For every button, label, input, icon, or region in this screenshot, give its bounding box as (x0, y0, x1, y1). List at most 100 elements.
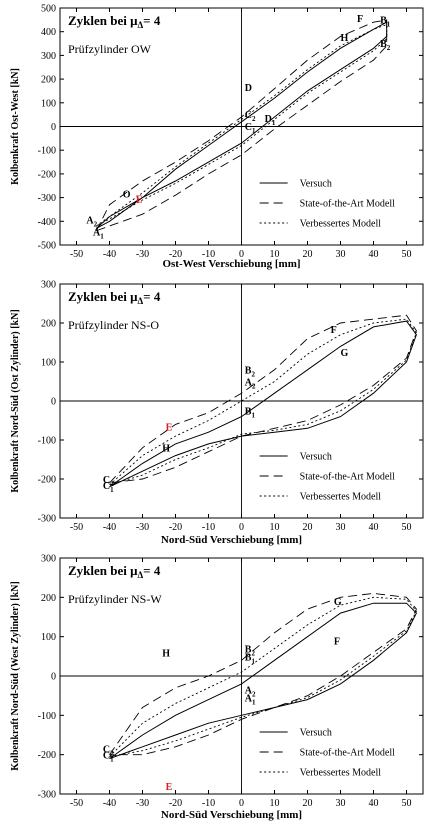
y-tick-label: 200 (41, 75, 56, 86)
point-label: B1 (380, 15, 391, 28)
series-line-versuch (109, 320, 417, 488)
y-tick-label: -200 (38, 750, 56, 761)
point-label: C1 (103, 751, 114, 764)
x-axis-label: Nord-Süd Verschiebung [mm] (161, 809, 302, 821)
x-tick-label: 30 (336, 249, 346, 260)
chart-panel-1: -50 -40 -30 -20 -10 0 10 20 30 40 50-500-400-300-2… (10, 4, 424, 270)
point-label-sub: 1 (251, 657, 255, 665)
point-label: H (341, 33, 349, 44)
legend-label: State-of-the-Art Modell (300, 199, 395, 210)
chart-panel-3: -50 -40 -30 -20 -10 0 10 20 30 40 50-300-200-10001… (10, 554, 424, 821)
x-tick-label: -40 (103, 798, 116, 809)
legend-label: Versuch (300, 452, 332, 463)
cycle-heading-value: = 4 (143, 289, 161, 304)
x-axis-label: Nord-Süd Verschiebung [mm] (161, 534, 302, 546)
legend-label: Verbessertes Modell (300, 492, 382, 503)
y-tick-label: -300 (38, 514, 56, 525)
point-label: H (162, 444, 170, 455)
y-tick-label: -100 (38, 436, 56, 447)
y-tick-label: 300 (41, 280, 56, 291)
x-tick-label: 40 (369, 522, 379, 533)
x-tick-label: -10 (202, 798, 215, 809)
cycle-heading-value: = 4 (143, 563, 161, 578)
legend-label: Versuch (300, 728, 332, 739)
point-label: G (334, 597, 342, 608)
x-tick-label: -20 (169, 798, 182, 809)
panel-title: Prüfzylinder NS-O (68, 318, 159, 332)
x-tick-label: -40 (103, 249, 116, 260)
x-tick-label: 50 (402, 249, 412, 260)
point-label: O (123, 190, 131, 201)
point-label: C2 (245, 110, 256, 123)
x-tick-label: -20 (169, 522, 182, 533)
point-label-sub: 2 (252, 382, 256, 390)
y-tick-label: 100 (41, 98, 56, 109)
cycle-heading: Zyklen bei μΔ= 4 (68, 289, 161, 306)
point-label: E (136, 194, 143, 205)
point-label-sub: 1 (252, 699, 256, 707)
point-label-sub: 2 (94, 221, 98, 229)
cycle-heading-sub: Δ (138, 296, 144, 306)
point-label: C1 (103, 481, 114, 494)
point-label: C2 (103, 475, 114, 488)
legend-label: State-of-the-Art Modell (300, 472, 395, 483)
point-label: D (245, 83, 252, 94)
point-label-sub: 1 (252, 127, 256, 135)
x-tick-label: 0 (239, 249, 244, 260)
x-tick-label: 10 (270, 249, 280, 260)
x-tick-label: -50 (70, 798, 83, 809)
series-line-verbessertes-modell (109, 318, 417, 486)
series-line-state-of-the-art-modell (95, 19, 388, 232)
point-label-sub: 2 (387, 44, 391, 52)
x-tick-label: 20 (303, 249, 313, 260)
point-label: A1 (93, 228, 104, 241)
cycle-heading-value: = 4 (143, 13, 161, 28)
x-tick-label: -50 (70, 522, 83, 533)
point-label: B2 (245, 644, 256, 657)
point-label-sub: 2 (252, 691, 256, 699)
y-tick-label: 0 (51, 672, 56, 683)
series-line-verbessertes-modell (96, 23, 388, 227)
y-tick-label: 200 (41, 593, 56, 604)
point-label-sub: 2 (251, 371, 255, 379)
point-label-sub: 1 (110, 756, 114, 764)
y-tick-label: -200 (38, 475, 56, 486)
point-label: E (166, 782, 173, 793)
point-label-sub: 2 (251, 649, 255, 657)
point-label: C2 (103, 745, 114, 758)
cycle-heading: Zyklen bei μΔ= 4 (68, 13, 161, 30)
x-tick-label: 10 (270, 522, 280, 533)
y-tick-label: 400 (41, 27, 56, 38)
legend-label: Verbessertes Modell (300, 768, 382, 779)
legend-label: State-of-the-Art Modell (300, 748, 395, 759)
series-line-versuch (109, 602, 418, 760)
point-label: B2 (245, 366, 256, 379)
y-tick-label: -500 (38, 241, 56, 252)
point-label: F (331, 325, 337, 336)
x-tick-label: 50 (402, 522, 412, 533)
point-label-sub: 2 (252, 115, 256, 123)
y-tick-label: 0 (51, 122, 56, 133)
point-label-sub: 2 (110, 750, 114, 758)
point-label-sub: 2 (110, 480, 114, 488)
x-tick-label: -40 (103, 522, 116, 533)
x-axis-label: Ost-West Verschiebung [mm] (162, 258, 300, 270)
point-label: B1 (245, 652, 256, 665)
y-axis-label: Kolbenkraft Ost-West [kN] (10, 68, 21, 185)
series-line-versuch (95, 21, 388, 229)
legend-label: Versuch (300, 179, 332, 190)
x-tick-label: -30 (136, 522, 149, 533)
y-tick-label: 300 (41, 554, 56, 565)
x-tick-label: 30 (336, 522, 346, 533)
point-label: D1 (265, 114, 276, 127)
x-tick-label: -50 (70, 249, 83, 260)
point-label-sub: 1 (110, 486, 114, 494)
y-tick-label: -300 (38, 790, 56, 801)
y-tick-label: -400 (38, 217, 56, 228)
y-tick-label: -300 (38, 193, 56, 204)
point-label: A2 (245, 377, 256, 390)
point-label: A2 (86, 216, 97, 229)
point-label: A2 (245, 686, 256, 699)
cycle-heading-sub: Δ (138, 570, 144, 580)
point-label-sub: 1 (251, 412, 255, 420)
